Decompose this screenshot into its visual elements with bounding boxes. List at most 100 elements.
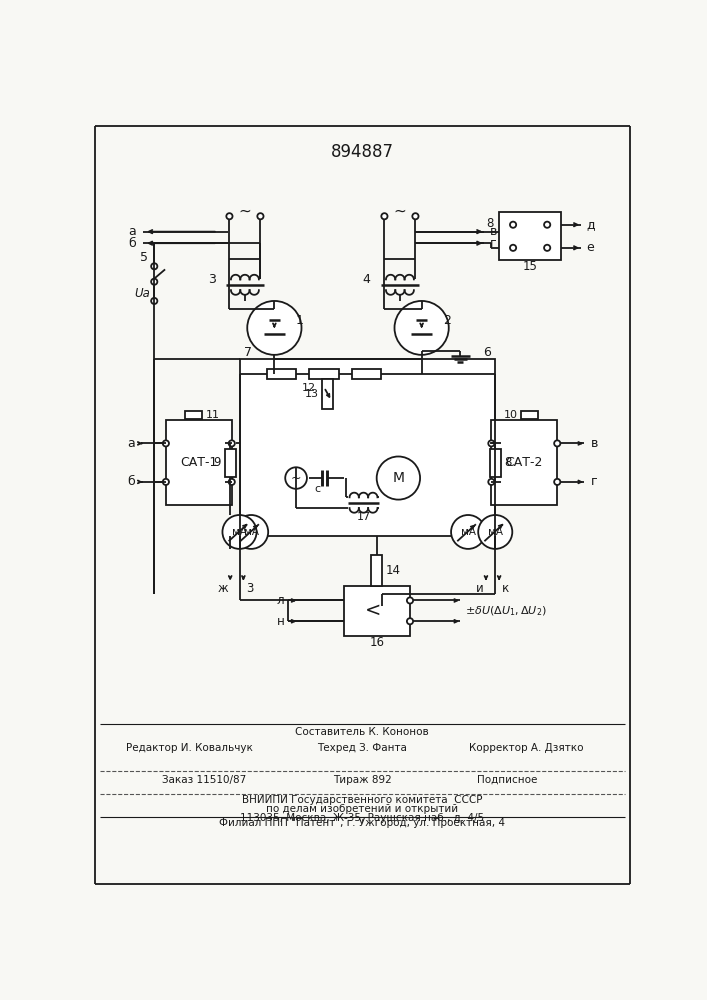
Circle shape xyxy=(228,479,235,485)
Bar xyxy=(267,369,296,379)
Circle shape xyxy=(544,222,550,228)
Text: 894887: 894887 xyxy=(330,143,394,161)
Text: а: а xyxy=(127,437,135,450)
Text: Uа: Uа xyxy=(134,287,151,300)
Text: Подписное: Подписное xyxy=(477,775,538,785)
Text: Филиал ППП "Патент", г. Ужгород, ул. Проектная, 4: Филиал ППП "Патент", г. Ужгород, ул. Про… xyxy=(219,818,505,828)
Text: мА: мА xyxy=(232,527,247,537)
Circle shape xyxy=(478,515,513,549)
Text: мА: мА xyxy=(461,527,476,537)
Text: 13: 13 xyxy=(305,389,319,399)
Circle shape xyxy=(285,467,307,489)
Text: Техред З. Фанта: Техред З. Фанта xyxy=(317,743,407,753)
Bar xyxy=(309,369,339,379)
Text: ВНИИПИ Государственного комитета  СССР: ВНИИПИ Государственного комитета СССР xyxy=(242,795,482,805)
Text: Составитель К. Кононов: Составитель К. Кононов xyxy=(295,727,429,737)
Text: 14: 14 xyxy=(386,564,401,577)
Text: М: М xyxy=(392,471,404,485)
Circle shape xyxy=(228,440,235,446)
Text: 12: 12 xyxy=(302,383,316,393)
Bar xyxy=(344,586,410,636)
Text: 15: 15 xyxy=(522,260,537,273)
Circle shape xyxy=(554,479,561,485)
Circle shape xyxy=(489,479,494,485)
Text: 5: 5 xyxy=(140,251,148,264)
Bar xyxy=(371,555,382,586)
Circle shape xyxy=(234,515,268,549)
Bar xyxy=(240,359,495,536)
Text: САТ-2: САТ-2 xyxy=(506,456,543,469)
Text: Заказ 11510/87: Заказ 11510/87 xyxy=(162,775,246,785)
Text: по делам изобретений и открытий: по делам изобретений и открытий xyxy=(266,804,458,814)
Bar xyxy=(225,449,235,477)
Bar xyxy=(185,411,202,419)
Bar xyxy=(352,369,381,379)
Bar xyxy=(166,420,232,505)
Circle shape xyxy=(544,245,550,251)
Text: в: в xyxy=(590,437,598,450)
Circle shape xyxy=(226,213,233,219)
Text: г: г xyxy=(490,237,496,250)
Text: 113035, Москва, Ж-35, Раушская наб., д. 4/5: 113035, Москва, Ж-35, Раушская наб., д. … xyxy=(240,813,484,823)
Text: 4: 4 xyxy=(362,273,370,286)
Circle shape xyxy=(151,279,158,285)
Circle shape xyxy=(412,213,419,219)
Text: 3: 3 xyxy=(209,273,216,286)
Circle shape xyxy=(510,222,516,228)
Text: $\pm\delta U(\Delta U_1,\Delta U_2)$: $\pm\delta U(\Delta U_1,\Delta U_2)$ xyxy=(465,604,547,618)
Text: б: б xyxy=(129,237,136,250)
Circle shape xyxy=(377,456,420,500)
Text: 7: 7 xyxy=(244,346,252,359)
Text: к: к xyxy=(501,582,509,595)
Text: ~: ~ xyxy=(291,472,301,485)
Bar xyxy=(491,420,557,505)
Text: е: е xyxy=(586,241,594,254)
Bar xyxy=(499,212,561,260)
Circle shape xyxy=(395,301,449,355)
Text: н: н xyxy=(276,615,284,628)
Text: мА: мА xyxy=(488,527,503,537)
Text: 10: 10 xyxy=(503,410,518,420)
Circle shape xyxy=(257,213,264,219)
Text: 9: 9 xyxy=(214,456,221,469)
Circle shape xyxy=(163,440,169,446)
Circle shape xyxy=(407,618,413,624)
Text: л: л xyxy=(277,594,284,607)
Circle shape xyxy=(489,440,494,446)
Text: 2: 2 xyxy=(443,314,451,327)
Text: б: б xyxy=(127,475,135,488)
Text: 11: 11 xyxy=(206,410,219,420)
Text: 8: 8 xyxy=(505,456,512,469)
Text: Редактор И. Ковальчук: Редактор И. Ковальчук xyxy=(126,743,252,753)
Text: 6: 6 xyxy=(483,346,491,359)
Text: ~: ~ xyxy=(238,203,251,218)
Circle shape xyxy=(451,515,485,549)
Text: Корректор А. Дзятко: Корректор А. Дзятко xyxy=(469,743,583,753)
Circle shape xyxy=(381,213,387,219)
Circle shape xyxy=(163,479,169,485)
Text: САТ-1: САТ-1 xyxy=(180,456,218,469)
Text: а: а xyxy=(129,225,136,238)
Circle shape xyxy=(407,597,413,604)
Circle shape xyxy=(554,440,561,446)
Circle shape xyxy=(510,245,516,251)
Text: 1: 1 xyxy=(296,314,304,327)
Text: с: с xyxy=(314,484,320,494)
Text: <: < xyxy=(365,601,381,620)
Text: мА: мА xyxy=(244,527,259,537)
Text: Тираж 892: Тираж 892 xyxy=(332,775,392,785)
Text: 3: 3 xyxy=(246,582,253,595)
Text: ~: ~ xyxy=(394,203,407,218)
Text: ж: ж xyxy=(217,582,228,595)
Bar xyxy=(521,411,538,419)
Text: и: и xyxy=(476,582,484,595)
Text: г: г xyxy=(590,475,597,488)
Text: 8: 8 xyxy=(486,217,493,230)
Text: д: д xyxy=(586,218,595,231)
Circle shape xyxy=(151,298,158,304)
Text: 16: 16 xyxy=(370,636,385,649)
Circle shape xyxy=(223,515,257,549)
Circle shape xyxy=(151,263,158,269)
Circle shape xyxy=(247,301,301,355)
Text: 17: 17 xyxy=(356,512,370,522)
